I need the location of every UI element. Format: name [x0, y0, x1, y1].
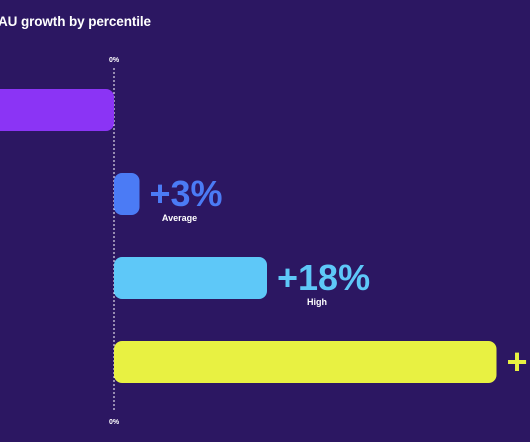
value-label-3: +18%	[277, 257, 370, 298]
bar-1	[0, 89, 114, 131]
category-label-2: Average	[162, 213, 197, 223]
category-label-3: High	[307, 297, 327, 307]
zero-axis-top-label: 0%	[109, 57, 120, 64]
zero-axis-bottom-label: 0%	[109, 419, 120, 426]
bar-4	[114, 341, 497, 383]
chart-title: AU growth by percentile	[0, 14, 151, 29]
bar-3	[114, 257, 267, 299]
value-label-4: +	[507, 341, 528, 382]
bar-2	[114, 173, 140, 215]
value-label-2: +3%	[150, 173, 223, 214]
